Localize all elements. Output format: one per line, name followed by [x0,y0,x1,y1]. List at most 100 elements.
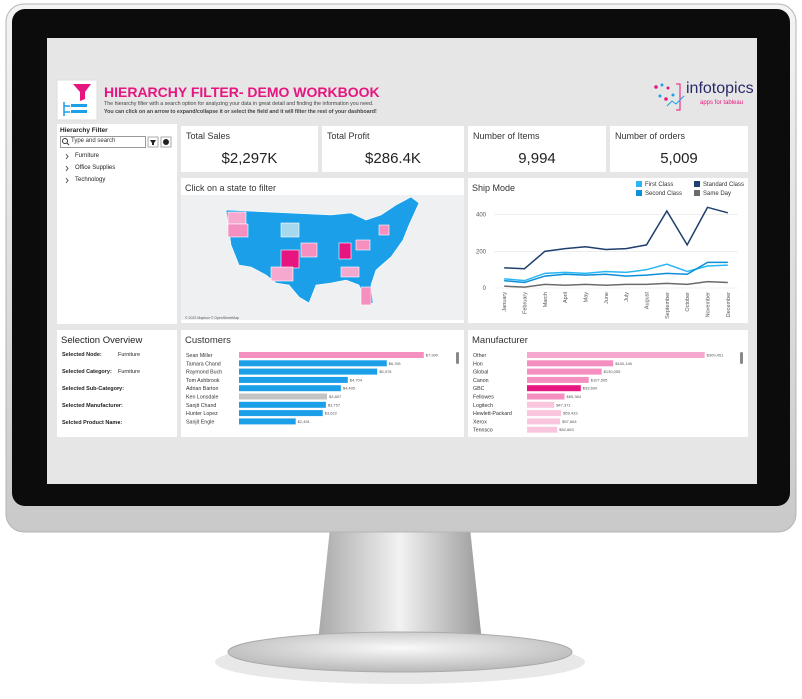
bar-label: Canon [473,378,489,384]
filter-icons [62,136,172,184]
expand-arrow[interactable] [65,165,69,172]
line [504,206,729,270]
search-icon [66,142,70,146]
bar-label: Adrian Barton [186,386,218,392]
bar-label: Tennsco [473,428,493,434]
bar-label: Hunter Lopez [186,411,218,417]
bar[interactable] [239,360,387,367]
y-tick-label: 0 [483,286,487,292]
bar[interactable] [527,360,614,367]
bar[interactable] [239,352,424,358]
filter-item[interactable]: Furniture [75,153,100,159]
line [504,280,728,288]
state[interactable] [270,266,294,282]
state[interactable] [360,286,372,306]
field-label: Selected Node: [62,352,102,358]
state[interactable] [280,222,300,238]
value-label: $65,384 [567,394,582,399]
state[interactable] [280,249,300,269]
tree-icon [63,102,70,116]
bar-label: Logitech [473,403,493,409]
line [504,263,728,282]
bar[interactable] [527,401,555,408]
search-icon [62,138,68,144]
bar-label: Ken Lonsdale [186,395,218,401]
state[interactable] [227,223,249,238]
value-label: $4,405 [343,386,356,391]
bar-label: Raymond Buch [186,370,222,376]
bar[interactable] [239,376,348,383]
brand-tagline: apps for tableau [700,100,744,106]
kpi-value: 9,994 [518,150,556,167]
bar-label: Tamara Chand [186,361,221,367]
expand-arrow[interactable] [65,177,69,184]
x-tick-label: November [706,292,712,318]
y-tick-label: 400 [476,213,487,219]
customers-panel [181,330,464,437]
panel-title: Manufacturer [472,335,528,346]
search-box[interactable] [60,136,146,148]
bar[interactable] [527,385,581,392]
bar-label: Xerox [473,419,487,425]
field-label: Selected Manufacturer: [62,403,123,409]
map-attribution: © 2022 Mapbox © OpenStreetMap [185,316,239,320]
expand-arrow[interactable] [65,153,69,160]
manufacturer-panel [468,330,748,437]
legend-label: Second Class [645,191,682,197]
value-label: $2,451 [298,419,311,424]
help-icon [163,139,169,145]
legend-swatch [636,190,642,196]
x-tick-label: July [624,292,630,302]
bar[interactable] [527,410,562,417]
bar[interactable] [239,401,326,408]
bar[interactable] [239,410,323,417]
filter-title: Hierarchy Filter [60,127,108,134]
field-value: Furniture [118,369,141,375]
bar[interactable] [527,426,558,433]
legend-label: Standard Class [703,182,744,188]
panel-title: Customers [185,335,231,346]
line [504,261,728,284]
bar-label: Sanjit Engle [186,419,214,425]
bar[interactable] [527,376,589,383]
filter-item[interactable]: Office Supplies [75,165,116,171]
legend-swatch [694,190,700,196]
x-tick-label: June [604,292,610,304]
bar-label: Tom Ashbrook [186,378,220,384]
bar[interactable] [527,368,602,375]
bar[interactable] [527,393,565,400]
legend-label: First Class [645,182,673,188]
kpi-card [322,126,464,172]
scrollbar [456,352,459,364]
filter-item[interactable]: Technology [75,177,106,183]
value-label: $59,433 [563,411,578,416]
field-label: Selcted Product Name: [62,420,123,426]
bar[interactable] [527,418,561,425]
bar[interactable] [239,385,341,392]
description: You can click on an arrow to expand/coll… [104,109,377,115]
bar-label: Global [473,370,488,376]
x-tick-label: January [502,292,508,312]
manufacturer-chart: Other $309,451 Hon $150,146 Global $130,055 Ca… [473,352,743,434]
bar[interactable] [527,352,705,358]
state[interactable] [300,242,318,258]
tree-icon [71,104,87,107]
value-label: $5,976 [379,369,392,374]
state[interactable] [338,242,352,260]
bar[interactable] [239,418,296,425]
legend-label: Same Day [703,191,731,197]
state[interactable] [355,239,371,251]
value-label: $57,664 [562,419,577,424]
legend-swatch [694,181,700,187]
bar[interactable] [239,368,378,375]
state[interactable] [378,224,390,236]
value-label: $150,146 [615,361,632,366]
field-value: - [118,420,120,426]
kpi-label: Number of Items [473,131,540,141]
bar-label: Sanjit Chand [186,403,216,409]
state[interactable] [227,211,247,225]
value-label: $52,663 [559,427,574,432]
bar[interactable] [239,393,328,400]
state[interactable] [340,266,360,278]
